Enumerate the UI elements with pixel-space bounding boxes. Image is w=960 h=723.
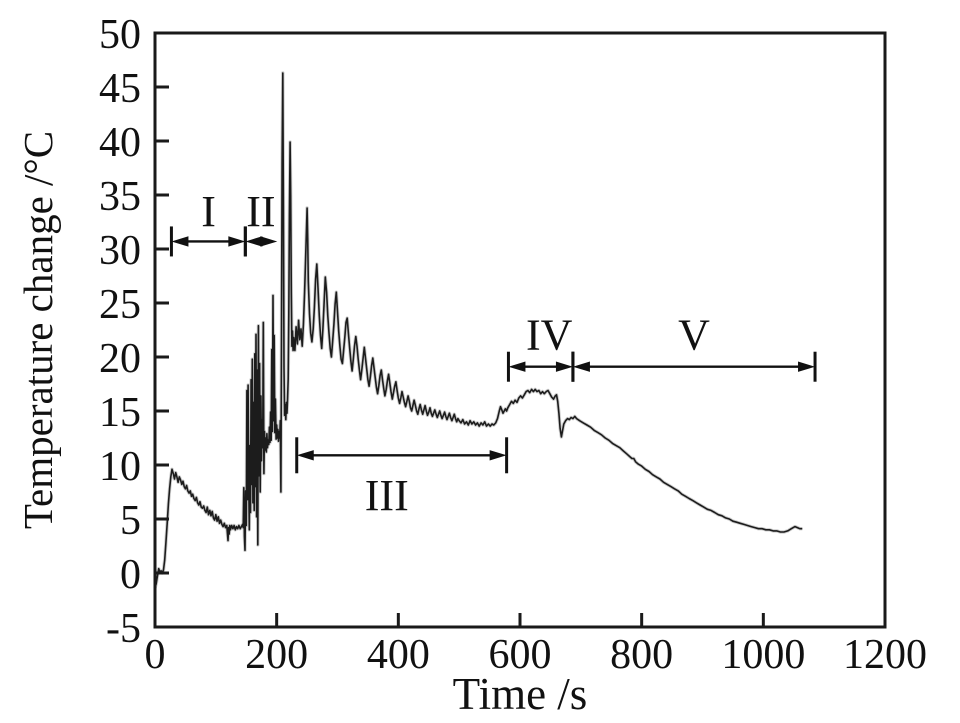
y-tick-label-20: 20: [99, 336, 141, 382]
y-tick-label-5: 5: [120, 498, 141, 544]
x-axis-title: Time /s: [453, 669, 588, 719]
region-III-arrowhead-left: [296, 450, 314, 461]
region-II-arrowhead-right: [260, 236, 278, 247]
y-tick-label--5: -5: [106, 606, 141, 652]
y-tick-label-35: 35: [99, 174, 141, 220]
x-tick-label-800: 800: [610, 632, 673, 678]
x-tick-label-1200: 1200: [843, 632, 927, 678]
region-V-arrowhead-right: [798, 361, 816, 372]
region-II-label: II: [246, 187, 275, 236]
region-V-arrowhead-left: [572, 361, 590, 372]
y-tick-label-30: 30: [99, 228, 141, 274]
curve-temperature-change: [154, 72, 803, 589]
x-tick-label-1000: 1000: [721, 632, 805, 678]
y-tick-label-0: 0: [120, 552, 141, 598]
region-V-label: V: [678, 310, 710, 359]
plot-border: [153, 31, 887, 629]
x-tick-label-400: 400: [367, 632, 430, 678]
y-axis-title: Temperature change /°C: [15, 131, 61, 529]
region-II-arrowhead-left: [245, 236, 263, 247]
y-tick-label-10: 10: [99, 444, 141, 490]
region-I-label: I: [201, 187, 216, 236]
y-tick-label-25: 25: [99, 282, 141, 328]
x-tick-label-200: 200: [245, 632, 308, 678]
region-IV-arrowhead-left: [508, 361, 526, 372]
region-IV-label: IV: [526, 310, 573, 359]
y-tick-label-15: 15: [99, 390, 141, 436]
x-tick-label-0: 0: [145, 632, 166, 678]
region-IV-arrowhead-right: [555, 361, 573, 372]
y-tick-label-45: 45: [99, 66, 141, 112]
region-I-arrowhead-right: [228, 236, 246, 247]
plot-layer: 0 200 400 600 800 1000 1200-505101520253035404…: [99, 12, 927, 678]
y-tick-label-40: 40: [99, 120, 141, 166]
region-I-arrowhead-left: [171, 236, 189, 247]
x-tick-label-600: 600: [489, 632, 552, 678]
region-III-label: III: [365, 471, 409, 520]
y-tick-label-50: 50: [99, 12, 141, 58]
region-III-arrowhead-right: [489, 450, 507, 461]
